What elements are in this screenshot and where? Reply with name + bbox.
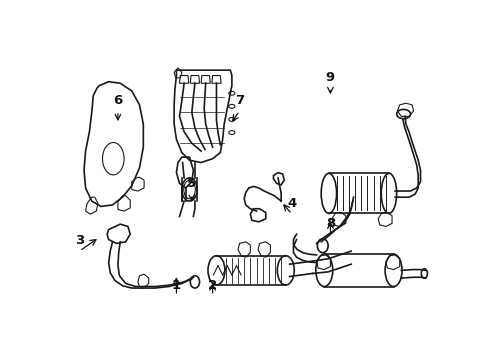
Text: 7: 7 <box>235 94 244 107</box>
Text: 6: 6 <box>113 94 122 107</box>
Text: 5: 5 <box>187 177 196 190</box>
Text: 1: 1 <box>172 279 181 292</box>
Text: 2: 2 <box>208 279 217 292</box>
Text: 4: 4 <box>287 197 296 210</box>
Text: 3: 3 <box>75 234 84 247</box>
Text: 8: 8 <box>326 217 335 230</box>
Text: 9: 9 <box>326 71 335 84</box>
